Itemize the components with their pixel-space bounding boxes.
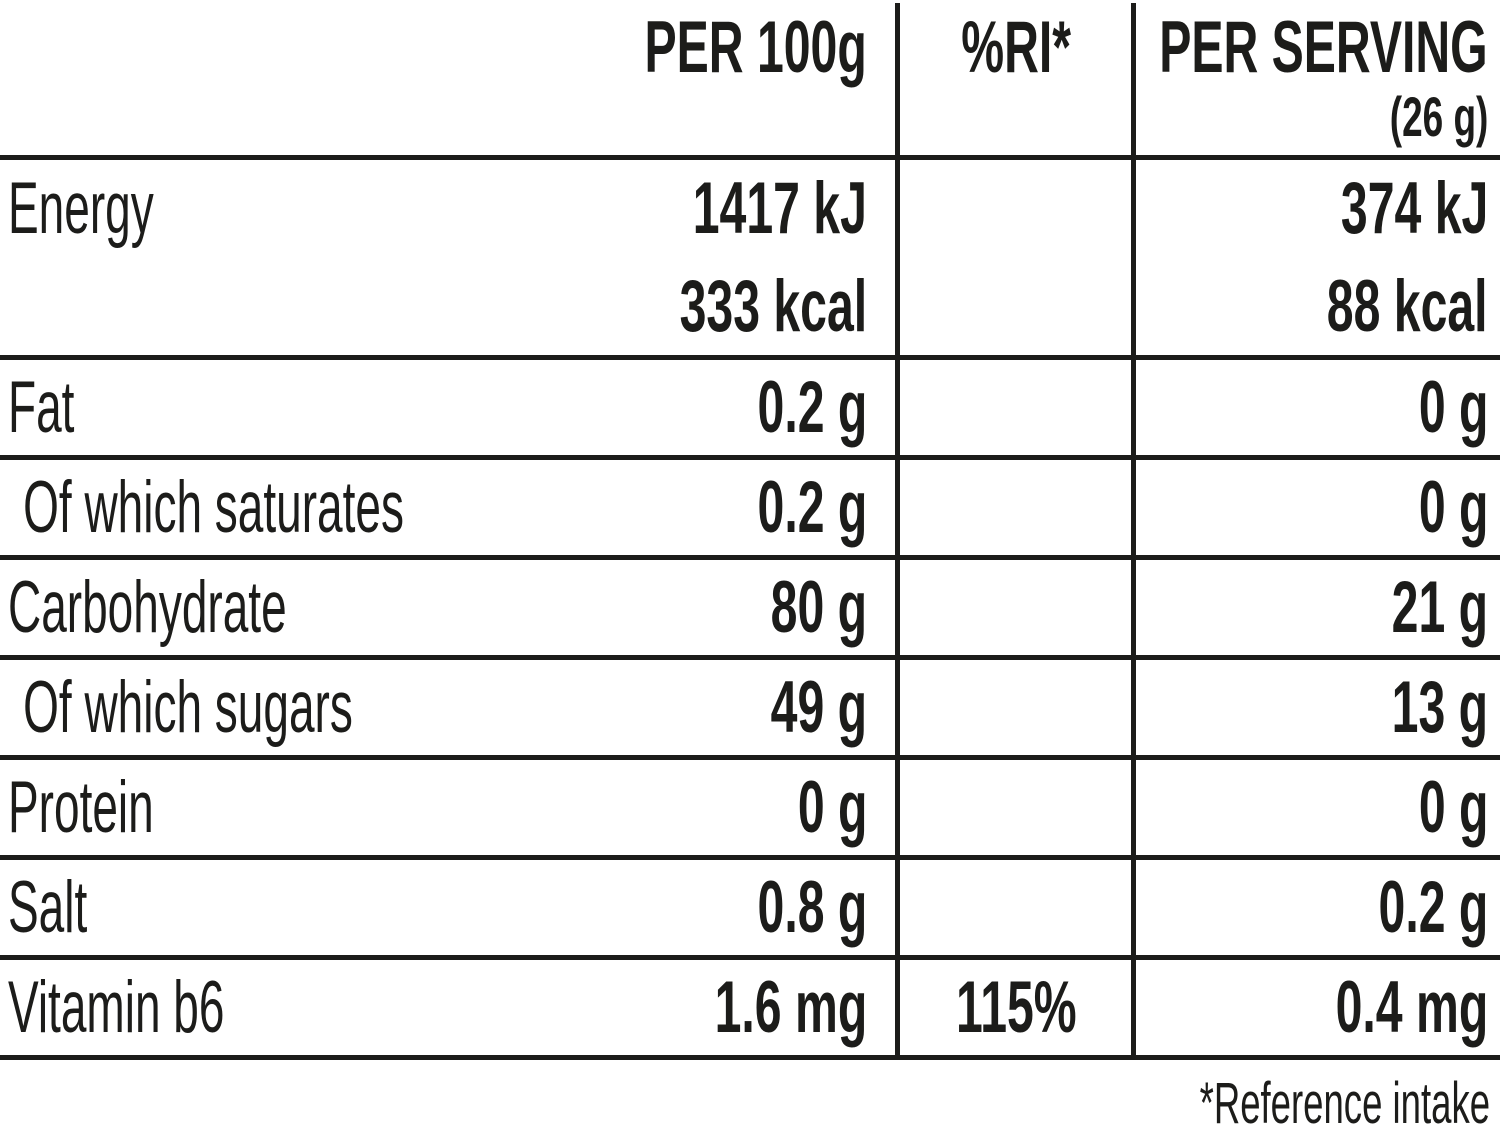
per-serving-values: 13 g	[1342, 671, 1488, 744]
per-100g-value: 0.8 g	[757, 867, 867, 948]
per-serving-values: 0 g	[1383, 771, 1488, 844]
col-header-per-serving: PER SERVING	[1159, 7, 1488, 88]
row-cell-ri: 115%	[897, 960, 1136, 1055]
table-row: Carbohydrate 80 g 21 g	[0, 560, 1500, 660]
per-100g-values: 0.2 g	[701, 371, 867, 444]
row-cell-per-100g: Carbohydrate 80 g	[0, 560, 897, 655]
per-100g-value: 80 g	[770, 567, 867, 648]
per-100g-value: 49 g	[770, 667, 867, 748]
table-row: Protein 0 g 0 g	[0, 760, 1500, 860]
per-100g-values: 1.6 mg	[636, 971, 867, 1044]
per-serving-value: 21 g	[1391, 567, 1488, 648]
table-row: Vitamin b6 1.6 mg 115% 0.4 mg	[0, 960, 1500, 1060]
per-serving-values: 0 g	[1383, 371, 1488, 444]
row-cell-per-100g: Salt 0.8 g	[0, 860, 897, 955]
per-100g-values: 0.8 g	[701, 871, 867, 944]
per-100g-values: 80 g	[721, 571, 867, 644]
row-cell-ri	[897, 760, 1136, 855]
row-label: Energy	[8, 168, 154, 249]
per-100g-value: 0.2 g	[757, 367, 867, 448]
header-row: PER 100g %RI* PER SERVING (26 g)	[0, 0, 1500, 160]
row-cell-ri	[897, 160, 1136, 355]
col-header-serving-size: (26 g)	[1389, 85, 1488, 148]
per-100g-value-line2: 333 kcal	[679, 265, 867, 347]
row-cell-per-100g: Energy 1417 kJ 333 kcal	[0, 160, 897, 355]
row-label: Carbohydrate	[8, 567, 287, 648]
per-100g-value: 0.2 g	[757, 467, 867, 548]
per-serving-value: 0 g	[1418, 367, 1488, 448]
row-cell-per-serving: 374 kJ 88 kcal	[1136, 160, 1500, 355]
row-cell-ri	[897, 860, 1136, 955]
table-body: Energy 1417 kJ 333 kcal 374 kJ 88 kcal F…	[0, 160, 1500, 1060]
row-label: Of which sugars	[23, 667, 353, 748]
row-cell-per-serving: 13 g	[1136, 660, 1500, 755]
row-cell-ri	[897, 460, 1136, 555]
table-row: Salt 0.8 g 0.2 g	[0, 860, 1500, 960]
table-row: Energy 1417 kJ 333 kcal 374 kJ 88 kcal	[0, 160, 1500, 360]
per-100g-values: 1417 kJ 333 kcal	[583, 160, 867, 355]
row-label: Salt	[8, 867, 88, 948]
per-serving-value: 0.4 mg	[1335, 967, 1488, 1048]
row-cell-per-100g: Of which saturates 0.2 g	[0, 460, 897, 555]
footnote: *Reference intake	[1029, 1072, 1490, 1136]
per-serving-values: 0.2 g	[1322, 871, 1488, 944]
per-100g-value: 0 g	[797, 767, 867, 848]
row-label: Vitamin b6	[8, 967, 225, 1048]
row-cell-ri	[897, 360, 1136, 455]
per-serving-values: 374 kJ 88 kcal	[1244, 160, 1488, 355]
row-cell-ri	[897, 560, 1136, 655]
header-cell-per-100g: PER 100g	[0, 0, 897, 86]
per-serving-value: 374 kJ	[1340, 168, 1488, 250]
header-cell-per-serving: PER SERVING (26 g)	[1136, 0, 1500, 148]
per-serving-value: 0 g	[1418, 767, 1488, 848]
per-100g-value: 1.6 mg	[714, 967, 867, 1048]
column-divider-1	[895, 3, 900, 1060]
col-header-per-100g: PER 100g	[644, 7, 867, 88]
per-serving-value: 0 g	[1418, 467, 1488, 548]
row-cell-per-100g: Of which sugars 49 g	[0, 660, 897, 755]
per-serving-value: 0.2 g	[1378, 867, 1488, 948]
row-cell-per-serving: 0.4 mg	[1136, 960, 1500, 1055]
row-cell-per-100g: Protein 0 g	[0, 760, 897, 855]
row-cell-ri	[897, 660, 1136, 755]
per-serving-values: 0.4 mg	[1257, 971, 1488, 1044]
table-row: Of which saturates 0.2 g 0 g	[0, 460, 1500, 560]
per-serving-values: 21 g	[1342, 571, 1488, 644]
row-cell-per-serving: 0.2 g	[1136, 860, 1500, 955]
per-serving-values: 0 g	[1383, 471, 1488, 544]
per-serving-value-line2: 88 kcal	[1327, 265, 1488, 347]
row-cell-per-100g: Vitamin b6 1.6 mg	[0, 960, 897, 1055]
row-cell-per-serving: 0 g	[1136, 460, 1500, 555]
column-divider-2	[1131, 3, 1136, 1060]
per-100g-values: 49 g	[721, 671, 867, 744]
row-label: Fat	[8, 367, 75, 448]
row-cell-per-serving: 0 g	[1136, 360, 1500, 455]
table-row: Fat 0.2 g 0 g	[0, 360, 1500, 460]
table-row: Of which sugars 49 g 13 g	[0, 660, 1500, 760]
per-100g-value: 1417 kJ	[692, 168, 867, 250]
row-label: Protein	[8, 767, 154, 848]
row-cell-per-serving: 21 g	[1136, 560, 1500, 655]
row-cell-per-100g: Fat 0.2 g	[0, 360, 897, 455]
ri-value: 115%	[956, 967, 1077, 1048]
row-cell-per-serving: 0 g	[1136, 760, 1500, 855]
col-header-ri: %RI*	[961, 7, 1072, 88]
footnote-text: *Reference intake	[1199, 1071, 1490, 1136]
per-100g-values: 0 g	[762, 771, 867, 844]
header-cell-ri: %RI*	[897, 0, 1136, 86]
row-label: Of which saturates	[23, 467, 404, 548]
per-100g-values: 0.2 g	[701, 471, 867, 544]
per-serving-value: 13 g	[1391, 667, 1488, 748]
